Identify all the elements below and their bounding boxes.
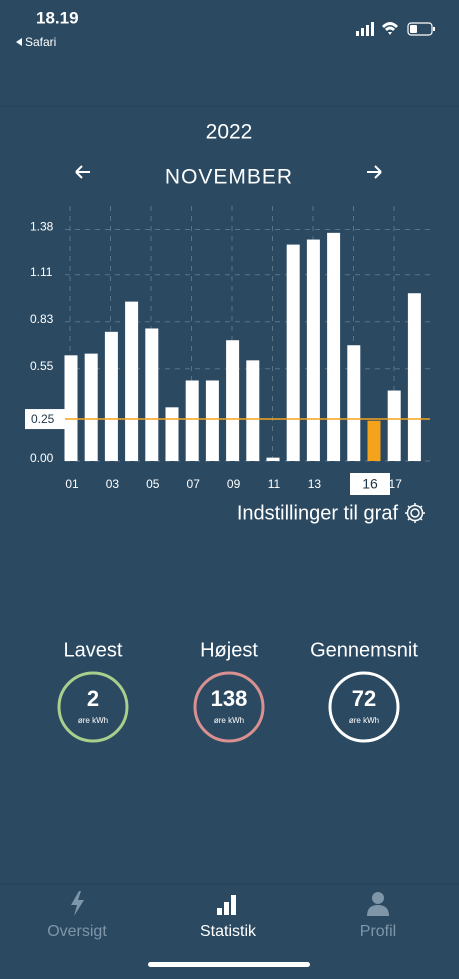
tabbar: Oversigt Statistik Profil: [47, 923, 396, 940]
y-tick-label: 0.00: [30, 451, 54, 465]
tab-label[interactable]: Profil: [360, 923, 396, 940]
x-tick-label: 03: [106, 477, 120, 491]
prev-month[interactable]: [75, 165, 90, 179]
tab-icon-profile[interactable]: [367, 892, 389, 916]
stat-value: 72: [352, 686, 376, 711]
back-arrow: [16, 38, 22, 46]
stat-value: 2: [87, 686, 99, 711]
y-tick-label: 0.83: [30, 312, 54, 326]
stat-unit: øre kWh: [349, 716, 379, 725]
bar: [64, 355, 78, 461]
stat-label: Gennemsnit: [310, 639, 418, 661]
bar: [145, 328, 159, 461]
status-back[interactable]: Safari: [25, 35, 56, 49]
x-tick-label: 09: [227, 477, 241, 491]
bar: [125, 301, 139, 461]
status-time: 18.19: [36, 8, 79, 27]
x-tick-label: 07: [187, 477, 201, 491]
reference-label: 0.25: [31, 412, 55, 426]
bar: [246, 360, 260, 461]
year: 2022: [206, 121, 253, 144]
home-indicator: [148, 962, 310, 967]
bar: [226, 340, 240, 461]
bar: [266, 457, 280, 461]
bar: [407, 293, 421, 461]
x-tick-label: 17: [389, 477, 403, 491]
stat-ring: [193, 671, 265, 743]
bar: [387, 390, 401, 461]
x-tick-label: 16: [362, 476, 378, 492]
bar: [165, 407, 179, 461]
selected-label-box: [350, 473, 390, 495]
stat-value: 138: [211, 686, 248, 711]
status-icons: [356, 22, 435, 36]
stat-unit: øre kWh: [214, 716, 244, 725]
stat-ring: [57, 671, 129, 743]
tab-label[interactable]: Statistik: [200, 923, 257, 940]
y-tick-label: 1.38: [30, 220, 54, 234]
bar: [367, 420, 381, 461]
tab-label[interactable]: Oversigt: [47, 923, 107, 940]
stat-unit: øre kWh: [78, 716, 108, 725]
tab-icon-stats[interactable]: [217, 895, 236, 915]
bar: [185, 380, 199, 461]
reference-label-box: [25, 409, 65, 430]
bar: [104, 331, 118, 461]
bar: [84, 353, 98, 461]
bar: [205, 380, 219, 461]
y-tick-label: 0.55: [30, 359, 54, 373]
graph-settings[interactable]: Indstillinger til graf: [237, 502, 399, 524]
x-tick-label: 05: [146, 477, 160, 491]
chart: 0.00 0.55 0.83 1.11 1.38 01 03 05 07 09 11 13 16 17 0.…: [25, 206, 430, 495]
bar: [286, 244, 300, 461]
stat-label: Højest: [200, 639, 258, 661]
stat-label: Lavest: [64, 639, 123, 661]
x-tick-label: 01: [65, 477, 79, 491]
x-tick-label: 13: [308, 477, 322, 491]
month: NOVEMBER: [165, 166, 293, 189]
stats: Lavest 2 øre kWh Højest 138 øre kWh Gennemsnit…: [57, 639, 418, 743]
next-month[interactable]: [367, 165, 382, 179]
bar: [347, 345, 361, 461]
bar: [327, 232, 341, 461]
stat-ring: [328, 671, 400, 743]
y-tick-label: 1.11: [30, 265, 53, 279]
gear-icon[interactable]: [405, 503, 425, 523]
x-tick-label: 11: [268, 477, 281, 491]
bar: [306, 239, 320, 461]
tab-icon-overview[interactable]: [71, 891, 84, 916]
